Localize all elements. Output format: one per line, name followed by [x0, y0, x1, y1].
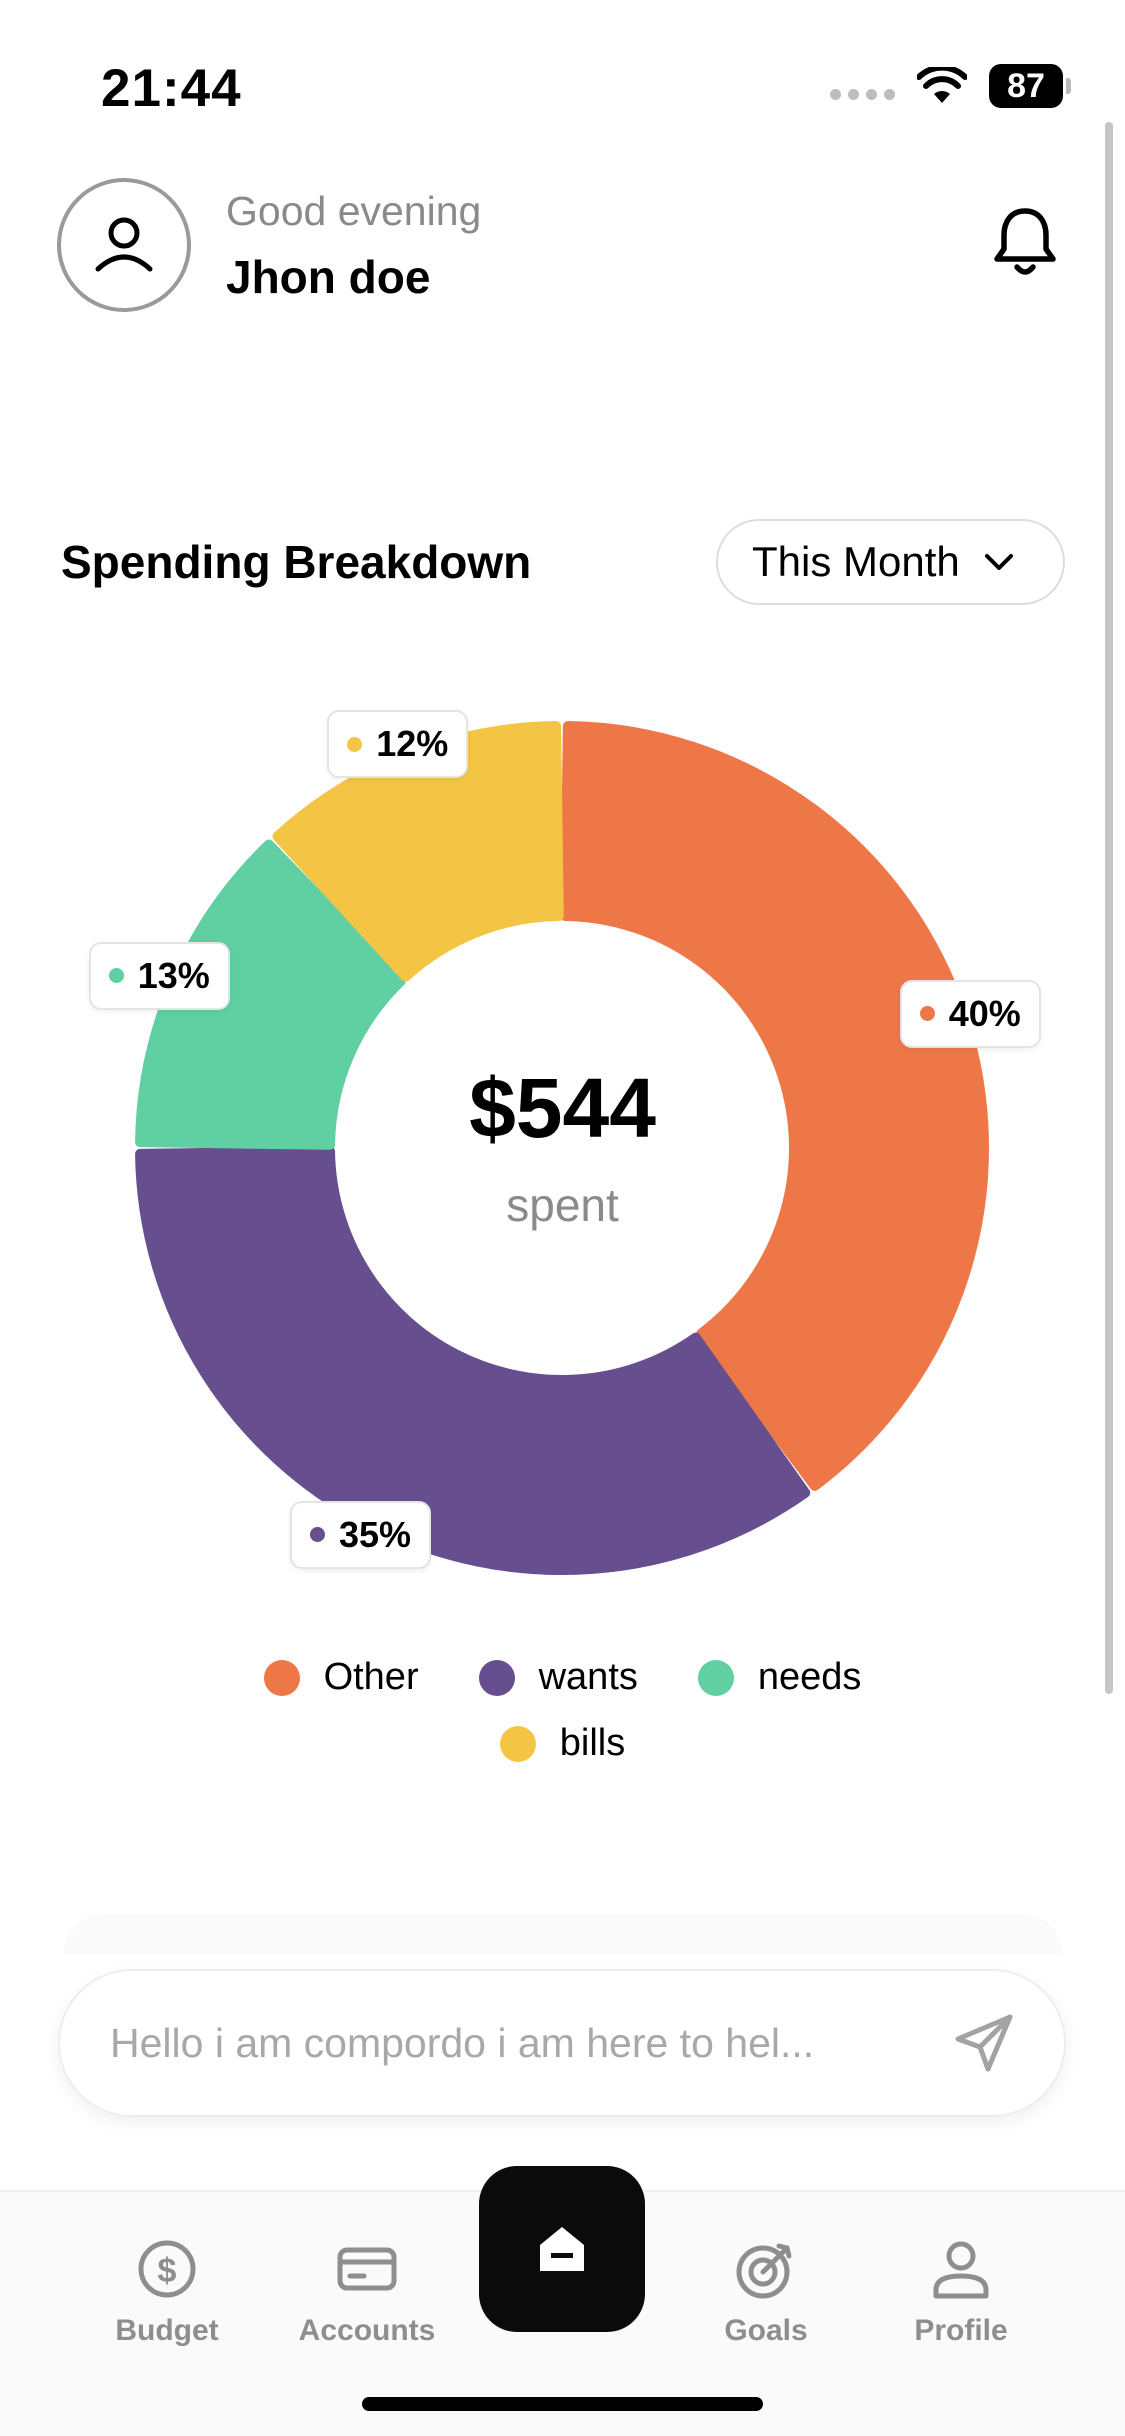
tab-accounts[interactable]: Accounts: [282, 2238, 452, 2348]
signal-icon: [830, 88, 895, 100]
legend-label: bills: [559, 1722, 626, 1764]
donut-slice-bills[interactable]: [272, 721, 564, 982]
legend-swatch: [263, 1659, 300, 1696]
target-icon: [736, 2243, 792, 2299]
chat-box: [58, 1969, 1066, 2117]
percent-label-dot: [309, 1527, 325, 1543]
legend-swatch: [478, 1659, 515, 1696]
legend-label: Other: [323, 1656, 419, 1698]
greeting-text: Good evening: [226, 188, 482, 234]
tab-label: Goals: [724, 2314, 808, 2347]
period-dropdown[interactable]: This Month: [716, 519, 1065, 605]
tab-label: Profile: [914, 2314, 1008, 2347]
percent-label-needs: 13%: [88, 941, 230, 1010]
donut-slice-needs[interactable]: [135, 839, 406, 1150]
home-icon: [540, 2227, 584, 2271]
donut-slice-other[interactable]: [560, 721, 989, 1491]
legend-item-other: Other: [263, 1656, 419, 1699]
donut-slice-wants[interactable]: [135, 1146, 811, 1575]
person-icon: [933, 2241, 989, 2299]
legend-item-needs: needs: [697, 1656, 862, 1699]
user-name: Jhon doe: [226, 251, 431, 303]
legend-swatch: [499, 1725, 536, 1762]
percent-label-other: 40%: [899, 979, 1041, 1048]
dollar-circle-icon: $: [138, 2240, 196, 2298]
chat-input[interactable]: [110, 1971, 940, 2115]
bell-icon[interactable]: [990, 205, 1060, 281]
chart-sub: spent: [506, 1179, 619, 1231]
chevron-down-icon: [984, 554, 1013, 570]
legend-row-1: Other wants needs: [0, 1656, 1125, 1699]
percent-label-dot: [108, 968, 124, 984]
legend-label: wants: [538, 1656, 638, 1698]
credit-card-icon: [337, 2247, 397, 2291]
percent-label-bills: 12%: [327, 710, 469, 779]
legend-swatch: [697, 1659, 734, 1696]
legend-item-wants: wants: [478, 1656, 638, 1699]
avatar[interactable]: [57, 178, 191, 312]
wifi-icon: [917, 67, 967, 103]
home-button[interactable]: [479, 2166, 645, 2332]
chart-total: $544: [469, 1061, 656, 1155]
percent-label-text: 12%: [376, 723, 449, 765]
tab-label: Accounts: [298, 2314, 436, 2347]
status-icons: 87: [830, 64, 1071, 108]
legend-label: needs: [757, 1656, 862, 1698]
legend-item-bills: bills: [499, 1722, 626, 1765]
tab-budget[interactable]: $ Budget: [82, 2238, 252, 2348]
scrollbar[interactable]: [1105, 122, 1113, 1694]
percent-label-text: 13%: [137, 954, 210, 996]
home-indicator: [362, 2397, 763, 2411]
percent-label-text: 40%: [948, 992, 1021, 1034]
period-value: This Month: [752, 538, 960, 585]
battery-indicator: 87: [989, 64, 1071, 108]
legend-row-2: bills: [0, 1722, 1125, 1765]
percent-label-wants: 35%: [289, 1500, 432, 1569]
user-icon: [95, 217, 153, 272]
card-edge: [64, 1914, 1062, 1954]
tab-label: Budget: [115, 2314, 219, 2347]
tab-goals[interactable]: Goals: [681, 2238, 851, 2348]
percent-label-dot: [347, 736, 363, 752]
status-time: 21:44: [101, 59, 242, 118]
section-title: Spending Breakdown: [61, 536, 532, 588]
percent-label-dot: [919, 1006, 935, 1022]
svg-text:$: $: [158, 2252, 177, 2290]
percent-label-text: 35%: [338, 1513, 412, 1555]
send-icon[interactable]: [952, 2011, 1016, 2075]
tab-profile[interactable]: Profile: [876, 2238, 1046, 2348]
